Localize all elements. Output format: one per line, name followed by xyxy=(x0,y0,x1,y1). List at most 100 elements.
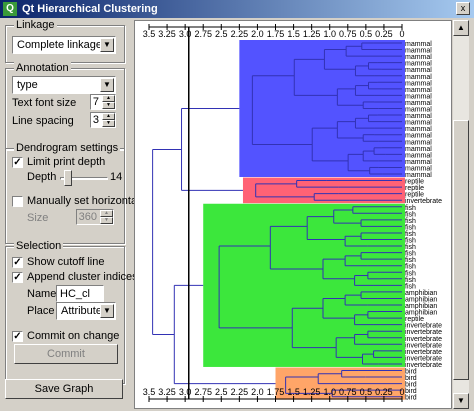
leaf-label: fish xyxy=(405,257,416,264)
font-size-value: 7 xyxy=(92,96,99,108)
leaf-label: mammal xyxy=(405,74,432,81)
leaf-label: mammal xyxy=(405,41,432,48)
axis-tick-label: 2.5 xyxy=(215,387,228,397)
depth-slider-track[interactable] xyxy=(60,177,108,180)
leaf-label: mammal xyxy=(405,152,432,159)
leaf-label: mammal xyxy=(405,87,432,94)
spin-up-icon[interactable]: ▲ xyxy=(100,210,113,217)
commit-button[interactable]: Commit xyxy=(14,344,118,364)
axis-tick-label: 1.75 xyxy=(267,29,285,39)
scroll-down-icon[interactable]: ▼ xyxy=(453,393,469,409)
leaf-label: mammal xyxy=(405,93,432,100)
leaf-label: fish xyxy=(405,264,416,271)
spin-up-icon[interactable]: ▲ xyxy=(102,113,115,120)
leaf-label: mammal xyxy=(405,113,432,120)
commit-on-change-label: Commit on change xyxy=(27,330,120,342)
vertical-scrollbar[interactable]: ▲ ▼ xyxy=(453,20,469,409)
leaf-label: mammal xyxy=(405,80,432,87)
axis-tick-label: 2.0 xyxy=(251,29,264,39)
axis-tick-label: 3.5 xyxy=(143,29,156,39)
append-indices-checkbox[interactable]: ✓ xyxy=(12,272,23,283)
font-size-spinbox[interactable]: 7 ▲ ▼ xyxy=(90,94,116,110)
leaf-label: invertebrate xyxy=(405,323,442,330)
leaf-label: invertebrate xyxy=(405,198,442,205)
limit-depth-checkbox[interactable]: ✓ xyxy=(12,157,23,168)
axis-tick-label: 3.25 xyxy=(158,29,176,39)
axis-tick-label: 1.0 xyxy=(323,387,336,397)
name-field[interactable]: HC_cl xyxy=(56,285,104,302)
axis-tick-label: 0.75 xyxy=(339,387,357,397)
axis-tick-label: 0 xyxy=(399,387,404,397)
spin-down-icon[interactable]: ▼ xyxy=(100,217,113,224)
axis-tick-label: 1.5 xyxy=(287,29,300,39)
linkage-group-title: Linkage xyxy=(14,19,57,31)
annotation-group: Annotation type ▼ Text font size 7 ▲ ▼ Li… xyxy=(5,62,125,150)
linkage-group: Linkage Complete linkage ▼ xyxy=(5,19,125,63)
limit-depth-label: Limit print depth xyxy=(27,156,106,168)
spin-down-icon[interactable]: ▼ xyxy=(102,102,115,109)
depth-value: 14 xyxy=(110,171,123,183)
spin-up-icon[interactable]: ▲ xyxy=(102,95,115,102)
chevron-down-icon: ▼ xyxy=(100,78,114,92)
depth-slider-handle[interactable] xyxy=(64,170,72,186)
spin-down-icon[interactable]: ▼ xyxy=(102,120,115,127)
place-label: Place xyxy=(27,305,55,317)
font-size-label: Text font size xyxy=(12,97,77,109)
depth-label: Depth xyxy=(27,171,57,183)
axis-tick-label: 0.5 xyxy=(360,387,373,397)
leaf-label: fish xyxy=(405,244,416,251)
axis-tick-label: 1.0 xyxy=(323,29,336,39)
axis-tick-label: 2.25 xyxy=(231,387,249,397)
leaf-label: mammal xyxy=(405,172,432,179)
dendrogram-group-title: Dendrogram settings xyxy=(14,142,121,154)
annotation-selected: type xyxy=(17,79,38,91)
leaf-label: mammal xyxy=(405,100,432,107)
chevron-down-icon: ▼ xyxy=(100,304,114,318)
leaf-label: reptile xyxy=(405,316,424,323)
dendrogram-svg: 3.5 3.25 3.0 2.75 2.5 2.25 2.0 1.75 1.5 1.25 1.0 0.… xyxy=(143,24,442,402)
place-combo[interactable]: Attribute ▼ xyxy=(56,302,116,320)
axis-tick-label: 0 xyxy=(399,29,404,39)
dendrogram-canvas[interactable]: 3.5 3.25 3.0 2.75 2.5 2.25 2.0 1.75 1.5 1.25 1.0 0.… xyxy=(134,20,452,409)
control-panel: Linkage Complete linkage ▼ Annotation ty… xyxy=(0,18,162,411)
axis-tick-label: 0.25 xyxy=(375,387,393,397)
selection-group: Selection ✓ Show cutoff line ✓ Append cl… xyxy=(5,240,138,384)
leaf-label: invertebrate xyxy=(405,355,442,362)
leaf-label: bird xyxy=(405,369,417,376)
leaf-label: mammal xyxy=(405,54,432,61)
close-button[interactable]: x xyxy=(456,2,470,15)
leaf-label: mammal xyxy=(405,120,432,127)
leaf-label: bird xyxy=(405,375,417,382)
leaf-label: mammal xyxy=(405,48,432,55)
leaf-label: fish xyxy=(405,218,416,225)
axis-tick-label: 3.0 xyxy=(179,387,192,397)
commit-on-change-checkbox[interactable]: ✓ xyxy=(12,331,23,342)
app-icon: Q xyxy=(3,2,17,16)
scroll-thumb[interactable] xyxy=(453,120,469,380)
leaf-label: mammal xyxy=(405,159,432,166)
leaf-label: fish xyxy=(405,251,416,258)
leaf-label: mammal xyxy=(405,126,432,133)
leaf-label: bird xyxy=(405,382,417,389)
leaf-label: amphibian xyxy=(405,310,437,317)
name-label: Name xyxy=(27,288,57,300)
leaf-label: amphibian xyxy=(405,303,437,310)
linkage-combo[interactable]: Complete linkage ▼ xyxy=(12,36,116,54)
name-value: HC_cl xyxy=(60,288,90,300)
leaf-label: mammal xyxy=(405,139,432,146)
leaf-label: fish xyxy=(405,277,416,284)
line-spacing-spinbox[interactable]: 3 ▲ ▼ xyxy=(90,112,116,128)
save-graph-button[interactable]: Save Graph xyxy=(5,379,123,399)
annotation-combo[interactable]: type ▼ xyxy=(12,76,116,94)
leaf-label: reptile xyxy=(405,192,424,199)
leaf-label: amphibian xyxy=(405,290,437,297)
show-cutoff-checkbox[interactable]: ✓ xyxy=(12,257,23,268)
append-indices-label: Append cluster indices xyxy=(27,271,138,283)
scroll-up-icon[interactable]: ▲ xyxy=(453,20,469,36)
leaf-label: fish xyxy=(405,270,416,277)
axis-tick-label: 1.75 xyxy=(267,387,285,397)
leaf-label: fish xyxy=(405,283,416,290)
size-spinbox[interactable]: 360 ▲ ▼ xyxy=(76,209,114,225)
axis-tick-label: 0.25 xyxy=(375,29,393,39)
manual-width-checkbox[interactable] xyxy=(12,196,23,207)
